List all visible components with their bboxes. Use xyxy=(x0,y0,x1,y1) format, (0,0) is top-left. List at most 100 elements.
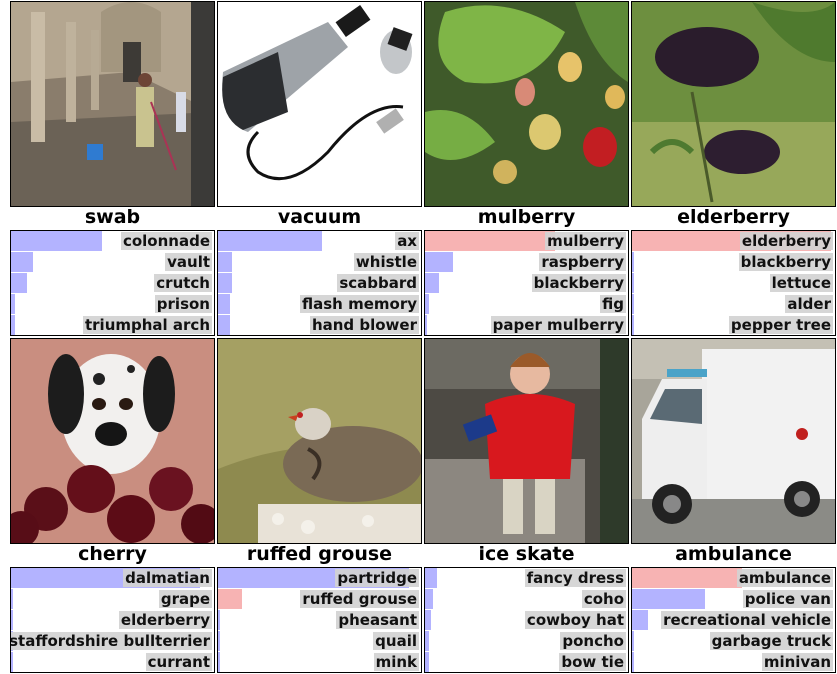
ambulance-image xyxy=(632,339,835,543)
prediction-row: quail xyxy=(218,631,421,651)
partridge-image xyxy=(218,339,421,543)
prediction-label: dalmatian xyxy=(123,569,212,587)
prediction-label: triumphal arch xyxy=(82,316,212,334)
prediction-label: grape xyxy=(158,590,212,608)
prediction-row: prison xyxy=(11,294,214,314)
prediction-row: pepper tree xyxy=(632,315,835,335)
prediction-bar xyxy=(632,610,648,630)
prediction-bar xyxy=(425,273,439,293)
image-true-label: vacuum xyxy=(277,206,362,228)
prediction-label: fancy dress xyxy=(524,569,626,587)
prediction-bar xyxy=(632,273,634,293)
prediction-label: pheasant xyxy=(336,611,419,629)
prediction-bar xyxy=(218,273,232,293)
mulberry-image xyxy=(425,2,628,206)
prediction-list: dalmatian grape elderberry staffordshire… xyxy=(10,567,215,673)
prediction-list: ax whistle scabbard flash memory hand bl… xyxy=(217,230,422,336)
prediction-label: crutch xyxy=(154,274,212,292)
prediction-label: garbage truck xyxy=(709,632,833,650)
child-image xyxy=(425,339,628,543)
prediction-label: coho xyxy=(581,590,626,608)
prediction-label: vault xyxy=(165,253,212,271)
prediction-bar xyxy=(11,273,27,293)
prediction-bar xyxy=(632,294,634,314)
prediction-label: cowboy hat xyxy=(524,611,626,629)
prediction-row: recreational vehicle xyxy=(632,610,835,630)
prediction-list: partridge ruffed grouse pheasant quail m… xyxy=(217,567,422,673)
prediction-bar xyxy=(218,294,230,314)
prediction-bar xyxy=(11,252,33,272)
prediction-bar xyxy=(11,231,102,251)
prediction-bar xyxy=(425,315,427,335)
prediction-bar xyxy=(632,589,705,609)
vacuum-image xyxy=(218,2,421,206)
colonnade-image xyxy=(11,2,214,206)
prediction-bar xyxy=(218,631,220,651)
photo-partridge xyxy=(217,338,422,544)
prediction-bar xyxy=(632,631,634,651)
prediction-label: quail xyxy=(373,632,419,650)
prediction-row: ax xyxy=(218,231,421,251)
prediction-label: police van xyxy=(742,590,833,608)
elderberry-image xyxy=(632,2,835,206)
prediction-bar xyxy=(425,652,429,672)
prediction-row: triumphal arch xyxy=(11,315,214,335)
prediction-label: colonnade xyxy=(120,232,212,250)
prediction-label: mink xyxy=(373,653,419,671)
prediction-label: flash memory xyxy=(300,295,419,313)
prediction-label: scabbard xyxy=(337,274,419,292)
prediction-row: mulberry xyxy=(425,231,628,251)
prediction-row: colonnade xyxy=(11,231,214,251)
prediction-label: blackberry xyxy=(531,274,626,292)
prediction-row: mink xyxy=(218,652,421,672)
prediction-bar xyxy=(218,610,220,630)
prediction-bar xyxy=(218,652,220,672)
prediction-label: poncho xyxy=(560,632,626,650)
prediction-label: paper mulberry xyxy=(490,316,626,334)
prediction-bar xyxy=(425,252,453,272)
prediction-label: whistle xyxy=(353,253,419,271)
prediction-row: whistle xyxy=(218,252,421,272)
prediction-label: staffordshire bullterrier xyxy=(11,632,212,650)
prediction-bar xyxy=(218,589,242,609)
image-true-label: cherry xyxy=(78,543,147,565)
prediction-bar xyxy=(425,589,433,609)
prediction-label: blackberry xyxy=(738,253,833,271)
prediction-list: mulberry raspberry blackberry fig paper … xyxy=(424,230,629,336)
prediction-row: fancy dress xyxy=(425,568,628,588)
prediction-label: alder xyxy=(785,295,833,313)
prediction-row: crutch xyxy=(11,273,214,293)
photo-child-red-jacket xyxy=(424,338,629,544)
prediction-row: coho xyxy=(425,589,628,609)
prediction-bar xyxy=(632,568,742,588)
prediction-row: elderberry xyxy=(11,610,214,630)
prediction-bar xyxy=(425,568,437,588)
prediction-label: elderberry xyxy=(739,232,833,250)
prediction-label: mulberry xyxy=(545,232,626,250)
prediction-label: ruffed grouse xyxy=(300,590,419,608)
prediction-bar xyxy=(632,652,634,672)
prediction-label: currant xyxy=(145,653,212,671)
prediction-bar xyxy=(425,294,429,314)
prediction-row: grape xyxy=(11,589,214,609)
prediction-row: ruffed grouse xyxy=(218,589,421,609)
photo-mulberry xyxy=(424,1,629,207)
prediction-bar xyxy=(632,315,634,335)
prediction-label: bow tie xyxy=(559,653,626,671)
prediction-bar xyxy=(632,252,634,272)
prediction-bar xyxy=(425,231,555,251)
prediction-bar xyxy=(11,589,13,609)
prediction-bar xyxy=(218,315,230,335)
prediction-label: hand blower xyxy=(309,316,419,334)
prediction-row: ambulance xyxy=(632,568,835,588)
prediction-bar xyxy=(425,610,431,630)
photo-elderberry xyxy=(631,1,836,207)
photo-ambulance xyxy=(631,338,836,544)
prediction-row: fig xyxy=(425,294,628,314)
photo-usb-vacuum xyxy=(217,1,422,207)
prediction-list: fancy dress coho cowboy hat poncho bow t… xyxy=(424,567,629,673)
prediction-row: lettuce xyxy=(632,273,835,293)
prediction-label: elderberry xyxy=(118,611,212,629)
prediction-row: poncho xyxy=(425,631,628,651)
prediction-row: minivan xyxy=(632,652,835,672)
